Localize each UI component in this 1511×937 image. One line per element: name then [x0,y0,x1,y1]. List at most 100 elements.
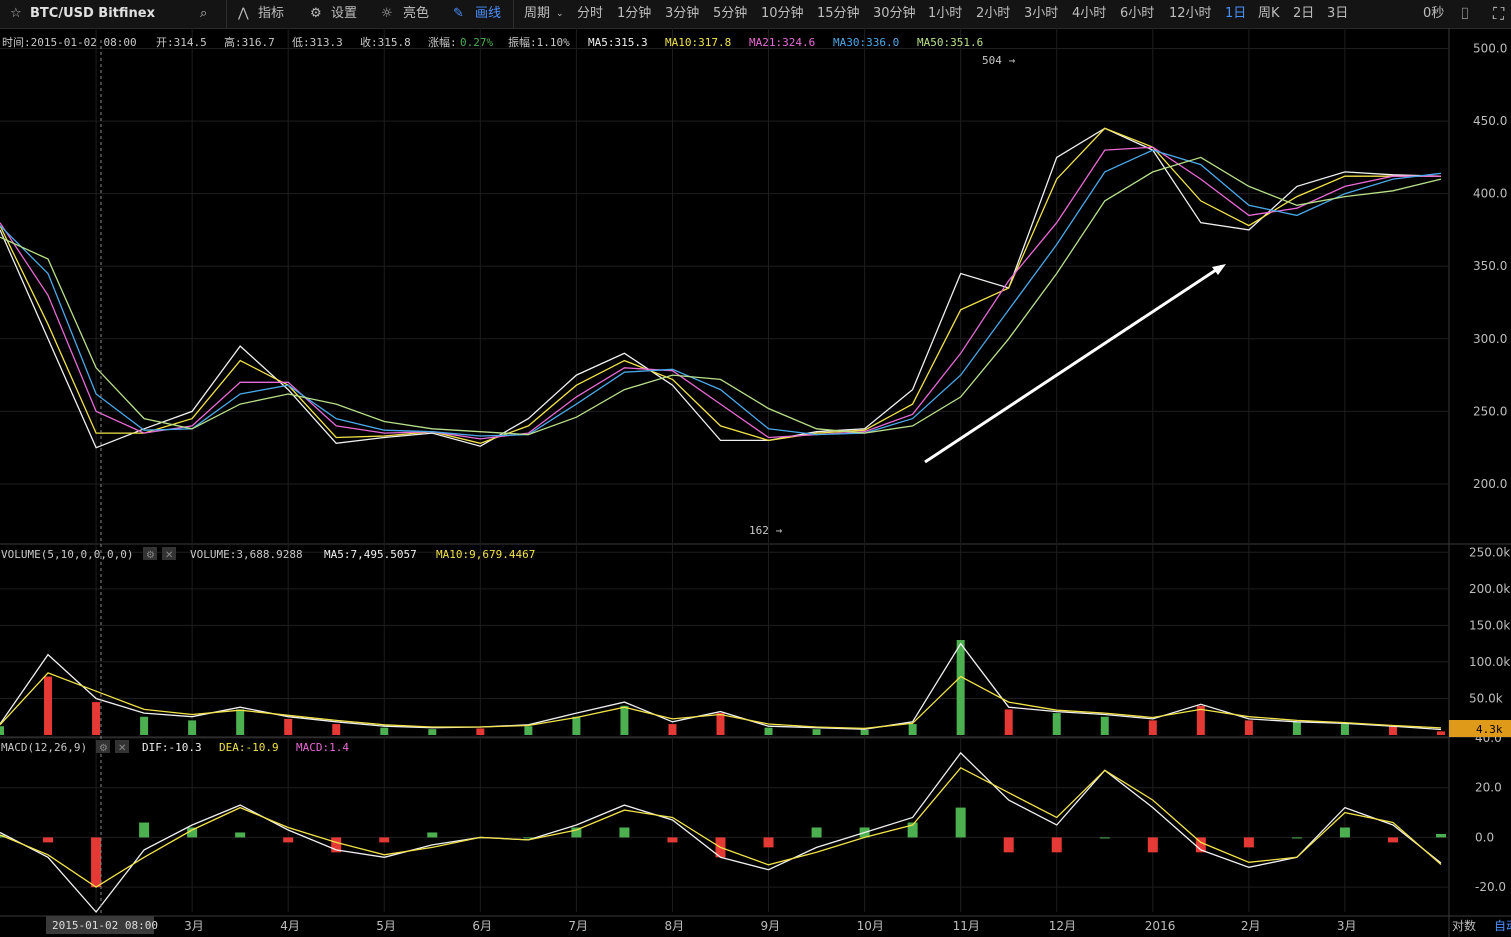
volume-close-icon[interactable] [162,547,176,560]
macd-dea: DEA:-10.9 [219,741,279,754]
macd-panel-header: MACD(12,26,9) ⚙ ✕ DIF:-10.3 DEA:-10.9 MA… [1,740,349,754]
info-open: 开:314.5 [156,36,207,49]
macd-histogram-bar [139,822,150,838]
macd-histogram-bar [571,827,582,838]
volume-settings-icon[interactable] [143,547,157,560]
macd-macd: MACD:1.4 [296,741,349,754]
interval-tab[interactable]: 1日 [1225,6,1247,21]
info-amplitude: 振幅:1.10% [508,35,570,49]
close-icon: ✕ [165,550,173,561]
volume-bar [1100,716,1109,735]
y-tick-label: 300.0 [1473,332,1507,346]
camera-icon[interactable]: ⌷ [1460,4,1470,23]
y-tick-label: 250.0 [1473,404,1507,418]
price-line-ma30 [0,149,1442,437]
gear-icon: ⚙ [310,6,322,21]
volume-tick-label: 50.0k [1469,691,1503,705]
volume-bar [188,720,197,735]
volume-bar [524,726,533,735]
chart-area[interactable]: 200.0 250.0 300.0 350.0 400.0 450.0 500.0 50.0k… [0,28,1511,937]
theme-button[interactable]: 亮色 [403,6,430,21]
settings-button[interactable]: 设置 [331,6,358,21]
trend-arrow-line[interactable] [924,264,1223,464]
volume-bar [1052,713,1061,735]
close-icon: ✕ [118,743,126,754]
macd-histogram-bar [1003,837,1014,853]
indicators-button[interactable]: 指标 [258,6,285,21]
toolbar: ☆ BTC/USD Bitfinex ⌕ ⋀ 指标 ⚙ 设置 ☼ 亮色 ✎ 画线… [0,0,1511,29]
star-icon[interactable]: ☆ [10,6,22,21]
volume-value: VOLUME:3,688.9288 [190,548,303,561]
interval-tab[interactable]: 4小时 [1072,6,1107,21]
interval-tab[interactable]: 12小时 [1169,6,1212,21]
interval-tab[interactable]: 1小时 [928,6,963,21]
search-icon[interactable]: ⌕ [200,6,208,21]
toolbar-divider [513,0,514,28]
interval-tab[interactable]: 分时 [577,6,604,21]
info-close: 收:315.8 [360,35,411,49]
max-price-label: 504 → [982,54,1015,67]
interval-tab[interactable]: 3分钟 [665,6,700,21]
macd-close-icon[interactable] [115,740,129,753]
macd-histogram-bar [619,827,630,838]
volume-bar [140,716,149,735]
macd-settings-icon[interactable] [96,740,110,753]
interval-tab[interactable]: 2小时 [976,6,1011,21]
volume-bar [476,728,485,735]
x-tick-label: 11月 [953,919,980,933]
y-tick-label: 400.0 [1473,187,1507,201]
macd-histogram-bar [667,837,678,843]
trend-arrow-head [1212,264,1226,275]
macd-tick-label: 0.0 [1475,830,1494,844]
x-tick-label: 3月 [1337,919,1357,933]
interval-tab[interactable]: 3日 [1327,6,1349,21]
macd-histogram-bar [187,827,198,838]
info-ma21: MA21:324.6 [749,36,815,49]
x-tick-label: 3月 [184,919,204,933]
interval-tab[interactable]: 3小时 [1024,6,1059,21]
symbol-title[interactable]: BTC/USD Bitfinex [30,6,155,21]
volume-bar [620,705,629,735]
volume-current-badge-text: 4.3k [1476,723,1503,736]
min-price-label: 162 → [749,524,782,537]
interval-tab[interactable]: 6小时 [1120,6,1155,21]
info-low: 低:313.3 [292,36,343,49]
volume-bar [380,727,389,735]
period-dropdown[interactable]: 周期 [524,6,551,21]
macd-histogram-bar [811,827,822,838]
macd-tick-label: -20.0 [1475,880,1506,894]
interval-tab[interactable]: 1分钟 [617,6,652,21]
macd-histogram-bar [763,837,774,848]
x-tick-label: 12月 [1049,919,1076,933]
x-axis: 2月3月4月5月6月7月8月9月10月11月12月20162月3月 [88,919,1357,933]
volume-bar [1148,720,1157,735]
log-scale-toggle[interactable]: 对数 [1452,918,1476,933]
macd-dif: DIF:-10.3 [142,741,202,754]
volume-bar [44,676,53,735]
macd-histogram-bar [955,807,966,838]
fullscreen-icon[interactable]: ⛶ [1493,4,1505,23]
volume-bar [92,702,101,735]
volume-bar [0,726,4,735]
toolbar-divider [226,0,227,28]
macd-histogram-bar [1099,837,1110,839]
x-tick-label: 6月 [472,919,492,933]
volume-bar [1196,705,1205,735]
info-change-label: 涨幅: [428,36,457,49]
y-tick-label: 350.0 [1473,259,1507,273]
auto-scale-toggle[interactable]: 自动 [1494,919,1511,933]
volume-ma10: MA10:9,679.4467 [436,548,535,561]
interval-tab[interactable]: 30分钟 [873,6,916,21]
interval-tab[interactable]: 5分钟 [713,6,748,21]
interval-tab[interactable]: 2日 [1293,6,1315,21]
macd-histogram-bar [91,837,102,888]
interval-tab[interactable]: 周K [1258,6,1280,21]
volume-bar [1004,709,1013,735]
interval-tab[interactable]: 10分钟 [761,6,804,21]
price-line-ma5 [0,127,1442,449]
interval-tab[interactable]: 15分钟 [817,6,860,21]
volume-bars [0,640,1445,735]
chevron-down-icon: ⌄ [556,9,564,19]
x-tick-label: 4月 [280,919,300,933]
draw-button[interactable]: 画线 [475,6,502,21]
